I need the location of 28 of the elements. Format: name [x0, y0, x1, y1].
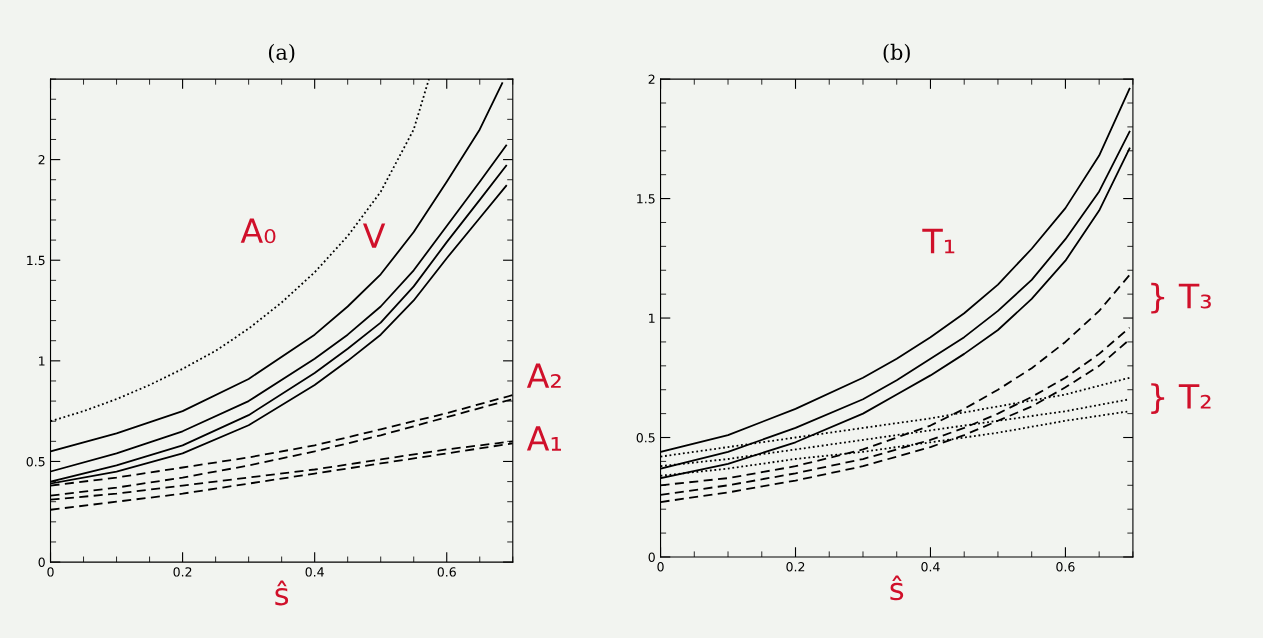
x-axis-title: ŝ — [890, 575, 904, 601]
y-tick-label: 1.5 — [637, 194, 655, 204]
x-tick-label: 0.6 — [1056, 562, 1075, 572]
x-tick-label: 0.2 — [173, 567, 192, 577]
x-tick-label: 0.6 — [437, 567, 456, 577]
x-tick-label: 0 — [657, 562, 664, 572]
y-tick-label: 1 — [649, 313, 655, 323]
chart-title: (b) — [883, 43, 910, 63]
y-tick-label: 2 — [648, 74, 655, 84]
annotation: A₀ — [240, 218, 276, 244]
y-tick-label: 2 — [38, 155, 45, 165]
text: A₂ — [526, 363, 561, 388]
x-tick-label: 0 — [47, 567, 54, 577]
annotation: V — [362, 223, 386, 248]
x-tick-label: 0.2 — [786, 562, 805, 572]
y-tick-label: 1 — [39, 356, 45, 366]
annotation: T₁ — [922, 228, 955, 254]
chart-title: (a) — [268, 43, 295, 63]
x-tick-label: 0.4 — [305, 567, 324, 577]
text: A₁ — [526, 426, 561, 451]
x-tick-label: 0.4 — [921, 562, 940, 572]
text: } T₂ — [1151, 383, 1211, 414]
y-tick-label: 0.5 — [636, 432, 655, 443]
y-tick-label: 0 — [648, 552, 655, 562]
text: } T₃ — [1151, 282, 1211, 314]
x-axis-title: ŝ — [275, 580, 289, 606]
y-tick-label: 0.5 — [26, 456, 45, 467]
y-tick-label: 1.5 — [27, 255, 45, 266]
